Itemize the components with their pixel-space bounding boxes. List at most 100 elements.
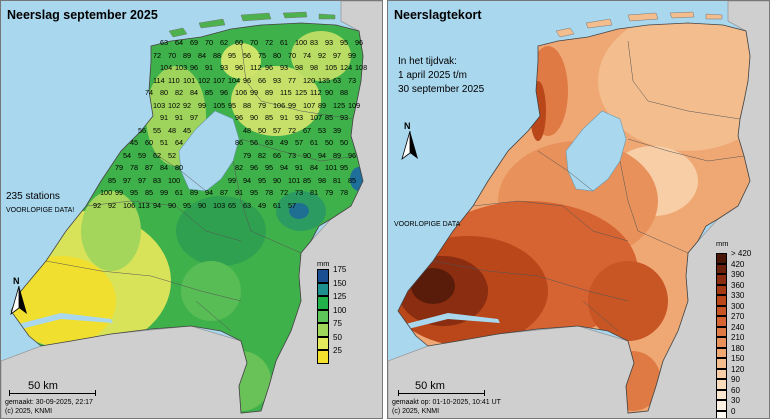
legend-label: 25 (333, 346, 342, 355)
station-value: 95 (258, 175, 267, 185)
station-value: 85 (303, 175, 312, 185)
legend-swatch (716, 347, 727, 358)
legend-label: 120 (731, 364, 745, 374)
station-value: 66 (258, 75, 267, 85)
station-value: 99 (115, 188, 124, 197)
made-date: gemaakt: 30-09-2025, 22:17 (5, 399, 93, 406)
legend-label: > 420 (731, 249, 752, 258)
scale-bar (398, 393, 484, 394)
station-value: 96 (250, 163, 259, 172)
station-value: 74 (145, 88, 154, 97)
legend-label: 90 (731, 375, 740, 384)
station-value: 106 (123, 200, 136, 210)
station-value: 92 (93, 200, 102, 210)
station-value: 83 (153, 175, 162, 185)
station-value: 120 (303, 75, 316, 85)
north-arrow: N (400, 121, 420, 166)
station-value: 104 (228, 75, 241, 85)
station-value: 96 (235, 113, 244, 122)
station-value: 85 (108, 175, 117, 185)
legend-swatch (716, 253, 727, 264)
station-value: 72 (265, 38, 274, 47)
station-value: 105 (325, 63, 338, 72)
station-value: 79 (325, 188, 334, 197)
station-value: 45 (183, 125, 192, 135)
station-value: 63 (160, 38, 169, 47)
station-value: 97 (333, 50, 342, 60)
station-value: 88 (243, 100, 252, 110)
legend-swatch (317, 336, 329, 350)
station-value: 102 (168, 100, 181, 110)
station-value: 95 (340, 163, 349, 172)
station-value: 91 (175, 113, 184, 122)
station-value: 91 (295, 163, 304, 172)
copyright: (c) 2025, KNMI (5, 408, 53, 415)
station-value: 95 (183, 200, 192, 210)
station-value: 99 (348, 50, 357, 60)
station-value: 84 (198, 50, 207, 60)
station-value: 93 (325, 38, 334, 47)
station-value: 60 (145, 138, 154, 147)
north-arrow: N (9, 276, 29, 321)
legend-swatch (317, 296, 329, 310)
map-title: Neerslag september 2025 (7, 8, 158, 22)
legend-swatch (317, 309, 329, 323)
wadden-islands (168, 11, 336, 38)
station-value: 87 (145, 163, 154, 172)
station-value: 100 (100, 188, 113, 197)
province-borders (432, 40, 745, 332)
station-value: 125 (295, 88, 308, 97)
station-value: 88 (213, 50, 222, 60)
station-value: 98 (310, 63, 319, 72)
provisional-label: VOORLOPIGE DATA! (6, 207, 75, 214)
legend-swatch (716, 305, 727, 316)
station-value: 77 (288, 75, 297, 85)
station-value: 102 (198, 75, 211, 85)
station-value: 103 (175, 63, 188, 72)
station-value: 79 (258, 100, 267, 110)
station-value: 56 (243, 50, 252, 60)
station-value: 95 (265, 163, 274, 172)
station-value: 107 (310, 113, 323, 122)
station-value: 99 (288, 100, 297, 110)
station-value: 57 (273, 125, 282, 135)
station-value: 80 (273, 50, 282, 60)
station-value: 96 (348, 150, 357, 160)
station-value: 124 (340, 63, 353, 72)
legend-swatch (317, 269, 329, 283)
station-value: 75 (258, 50, 267, 60)
station-value: 100 (168, 175, 181, 185)
station-value: 73 (295, 188, 304, 197)
station-value: 85 (205, 88, 214, 97)
station-value: 105 (213, 100, 226, 110)
copyright: (c) 2025, KNMI (392, 408, 440, 415)
legend-unit: mm (716, 239, 729, 248)
legend-label: 270 (731, 312, 745, 321)
period-line-3: 30 september 2025 (398, 84, 485, 95)
station-value: 99 (198, 100, 207, 110)
station-value: 96 (220, 88, 229, 97)
station-value: 104 (160, 63, 173, 72)
station-value: 85 (265, 113, 274, 122)
station-value: 70 (288, 50, 297, 60)
station-value: 92 (108, 200, 117, 210)
station-value: 103 (213, 200, 226, 210)
station-value: 96 (190, 63, 199, 72)
station-value: 78 (130, 163, 139, 172)
legend-label: 300 (731, 301, 745, 311)
station-value: 54 (123, 150, 132, 160)
station-value: 135 (318, 75, 331, 85)
station-value: 78 (340, 188, 349, 197)
station-value: 91 (235, 188, 244, 197)
station-value: 84 (310, 163, 319, 172)
legend-swatch (716, 284, 727, 295)
scale-tick-left (9, 390, 10, 396)
station-value: 50 (325, 138, 334, 147)
station-value: 87 (220, 188, 229, 197)
station-value: 115 (280, 88, 292, 97)
precipitation-map-panel: Neerslag september 2025 235 stations VOO… (0, 0, 383, 419)
station-value: 93 (295, 113, 304, 122)
north-arrow-icon (10, 285, 27, 316)
station-value: 96 (235, 63, 244, 72)
station-value: 88 (340, 88, 349, 97)
